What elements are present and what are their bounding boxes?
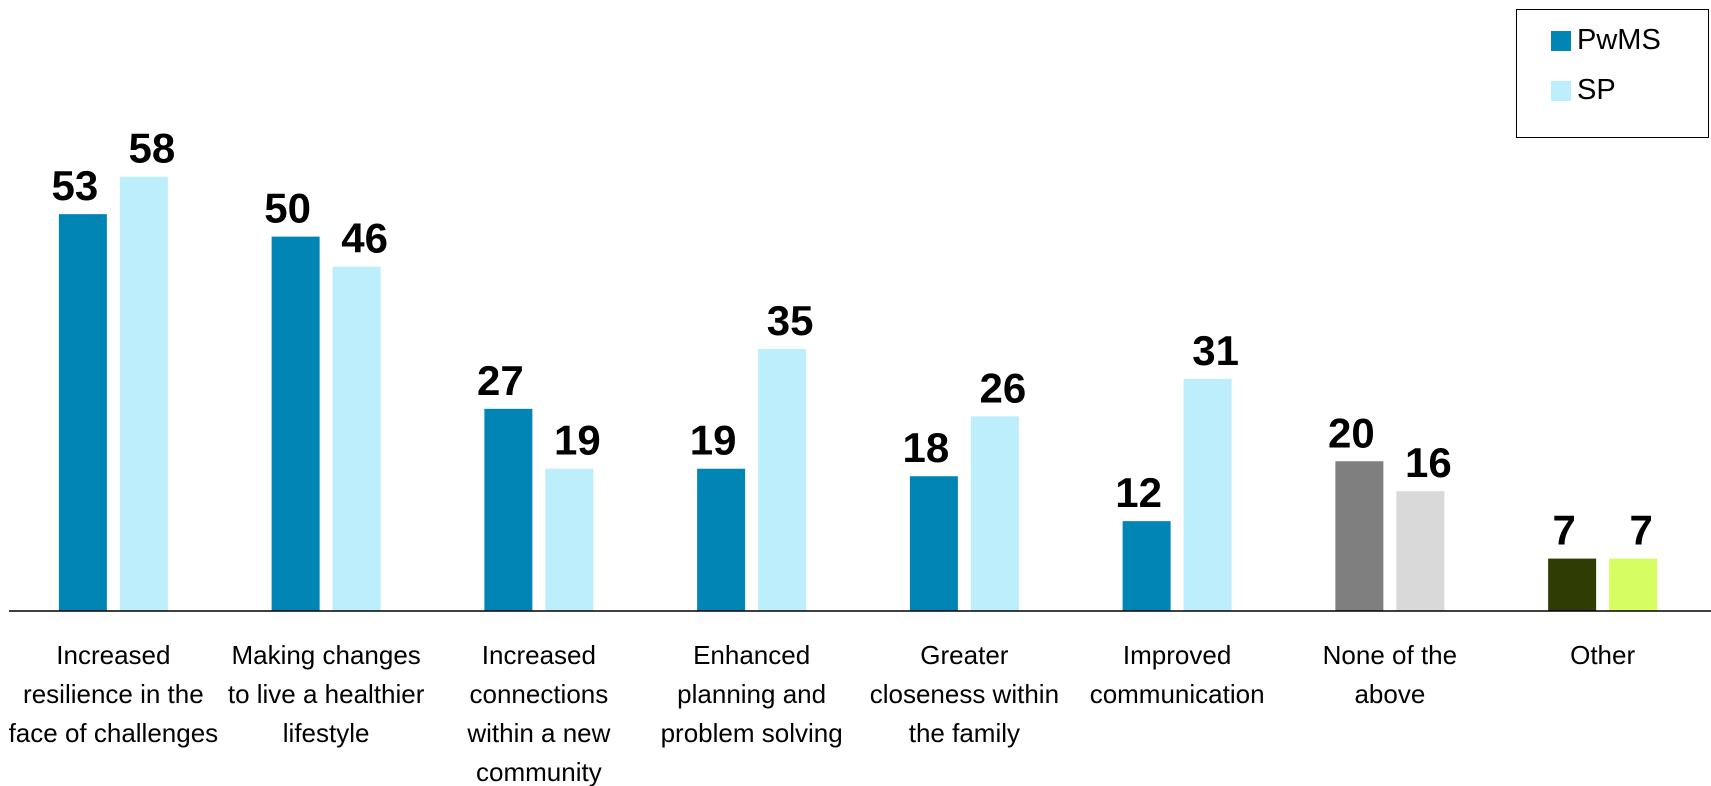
bar (271, 236, 320, 611)
bar (1183, 378, 1232, 611)
value-label: 53 (52, 162, 99, 209)
bar (758, 348, 807, 611)
bar (119, 176, 168, 611)
legend-item: SP (1551, 74, 1616, 107)
x-tick-label: Other (1570, 640, 1636, 670)
value-label: 19 (690, 417, 737, 464)
value-label: 50 (264, 185, 311, 232)
bar (1396, 491, 1445, 611)
x-tick-label: Greater closeness within the family (869, 640, 1060, 748)
x-tick-label: Improved communication (1089, 640, 1265, 709)
value-label: 16 (1405, 439, 1452, 486)
value-label: 27 (477, 357, 524, 404)
bar (545, 468, 594, 611)
legend-label: PwMS (1577, 24, 1661, 56)
x-tick-label: Increased resilience in the face of chal… (8, 640, 219, 748)
legend-swatch (1551, 31, 1571, 51)
bar (1609, 558, 1658, 611)
bar (58, 214, 107, 611)
x-tick-label: Enhanced planning and problem solving (660, 640, 843, 748)
x-tick-label: None of the above (1322, 640, 1458, 709)
bar (1335, 461, 1384, 611)
legend-swatch (1551, 81, 1571, 101)
value-label: 7 (1552, 507, 1575, 554)
legend: PwMS SP (1516, 9, 1709, 138)
value-label: 58 (129, 125, 176, 172)
value-label: 26 (980, 364, 1027, 411)
bar (484, 408, 533, 611)
value-label: 20 (1328, 409, 1375, 456)
value-label: 35 (767, 297, 814, 344)
bar (697, 468, 746, 611)
value-label: 12 (1115, 469, 1162, 516)
legend-item: PwMS (1551, 24, 1661, 57)
value-label: 46 (341, 215, 388, 262)
value-label: 31 (1192, 327, 1239, 374)
value-label: 19 (554, 417, 601, 464)
value-label: 18 (903, 424, 950, 471)
legend-label: SP (1577, 74, 1616, 106)
x-tick-label: Making changes to live a healthier lifes… (227, 640, 425, 748)
bar (332, 266, 381, 611)
bar (970, 416, 1019, 611)
value-label: 7 (1629, 507, 1652, 554)
x-tick-label: Increased connections within a new commu… (467, 640, 611, 786)
bar (1548, 558, 1597, 611)
bar (1122, 521, 1171, 611)
bar (909, 476, 958, 611)
